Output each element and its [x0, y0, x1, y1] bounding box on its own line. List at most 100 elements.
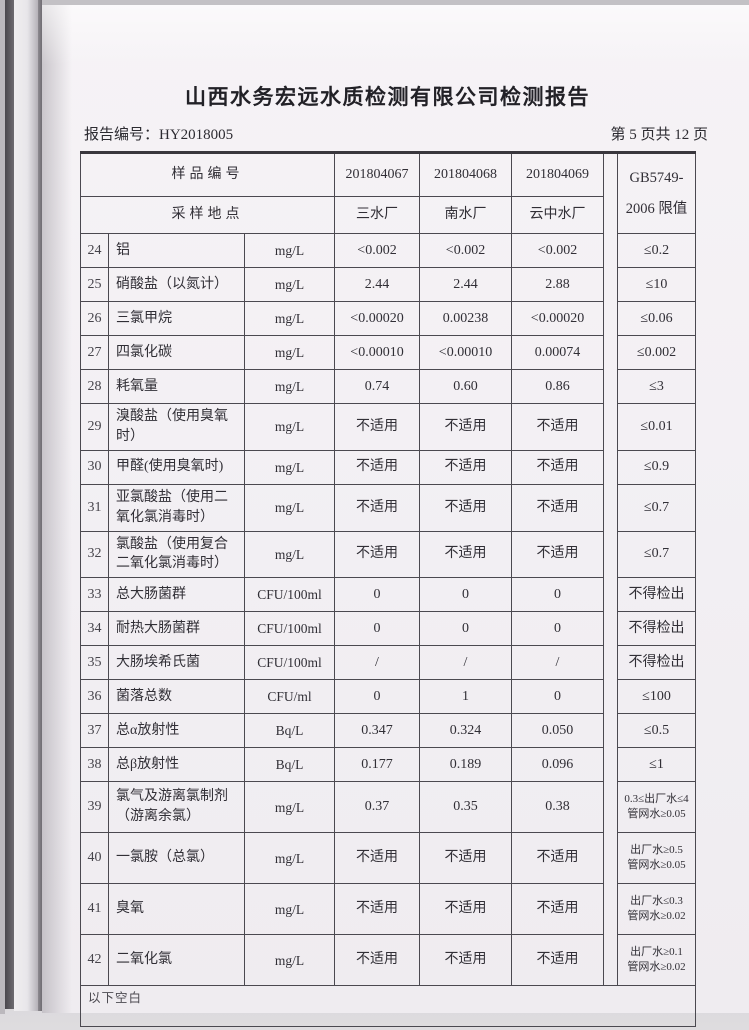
- location-label: 采样地点: [80, 196, 335, 234]
- results-table: 样品编号 201804067 201804068 201804069 GB574…: [80, 151, 696, 1028]
- parameter-name: 一氯胺（总氯）: [108, 832, 245, 885]
- spacer-cell: [604, 302, 618, 336]
- limit-value: ≤10: [617, 267, 696, 302]
- unit: mg/L: [244, 934, 335, 987]
- limit-value: ≤0.06: [617, 301, 696, 336]
- table-row: 37 总α放射性 Bq/L 0.347 0.324 0.050 ≤0.5: [80, 713, 696, 749]
- row-number: 30: [80, 449, 109, 485]
- spacer-cell: [604, 268, 618, 302]
- spacer-cell: [604, 714, 618, 748]
- binding-shadow: [5, 0, 14, 1009]
- value-plant-3: <0.00020: [511, 301, 604, 336]
- value-plant-1: 0: [334, 679, 420, 715]
- parameter-name: 氯酸盐（使用复合二氧化氯消毒时）: [108, 530, 245, 579]
- value-plant-2: 不适用: [419, 403, 512, 451]
- unit: mg/L: [244, 781, 335, 834]
- value-plant-1: 0.177: [334, 747, 420, 783]
- parameter-name: 总大肠菌群: [108, 577, 245, 613]
- value-plant-2: 不适用: [419, 934, 512, 987]
- table-row: 34 耐热大肠菌群 CFU/100ml 0 0 0 不得检出: [80, 611, 696, 647]
- unit: mg/L: [244, 335, 335, 370]
- row-number: 25: [80, 267, 109, 302]
- value-plant-2: 0.189: [419, 747, 512, 783]
- limit-value-line: 出厂水≥0.5: [630, 843, 683, 856]
- page-curl-edge: [14, 0, 38, 1011]
- value-plant-3: 0.050: [511, 713, 604, 749]
- unit: CFU/100ml: [244, 611, 335, 647]
- value-plant-1: <0.00010: [334, 335, 420, 370]
- value-plant-1: 0: [334, 577, 420, 613]
- value-plant-1: 不适用: [334, 832, 420, 885]
- value-plant-2: 1: [419, 679, 512, 715]
- row-number: 40: [80, 832, 109, 885]
- unit: mg/L: [244, 883, 335, 936]
- limit-value: 出厂水≥0.5 管网水≥0.05: [617, 832, 696, 885]
- table-row: 41 臭氧 mg/L 不适用 不适用 不适用 出厂水≤0.3 管网水≥0.02: [80, 883, 696, 936]
- row-number: 27: [80, 335, 109, 370]
- parameter-name: 总α放射性: [108, 713, 245, 749]
- row-number: 31: [80, 483, 109, 532]
- spacer-cell: [604, 450, 618, 484]
- value-plant-1: 不适用: [334, 934, 420, 987]
- spacer-cell: [604, 833, 618, 884]
- value-plant-2: 0.60: [419, 369, 512, 404]
- row-number: 41: [80, 883, 109, 936]
- sample-id-label: 样品编号: [80, 152, 335, 197]
- value-plant-3: 0.00074: [511, 335, 604, 370]
- table-row: 31 亚氯酸盐（使用二氧化氯消毒时） mg/L 不适用 不适用 不适用 ≤0.7: [80, 483, 696, 532]
- value-plant-2: 0.00238: [419, 301, 512, 336]
- spacer-cell: [604, 680, 618, 714]
- limit-column-header: GB5749- 2006 限值: [617, 152, 696, 234]
- value-plant-3: 不适用: [511, 483, 604, 532]
- value-plant-2: <0.00010: [419, 335, 512, 370]
- limit-value: ≤0.9: [617, 449, 696, 485]
- header-row-sample-id: 样品编号 201804067 201804068 201804069 GB574…: [80, 152, 696, 234]
- value-plant-2: 不适用: [419, 530, 512, 579]
- unit: mg/L: [244, 832, 335, 885]
- spacer-cell: [604, 782, 618, 833]
- limit-value: 不得检出: [617, 577, 696, 613]
- table-row: 39 氯气及游离氯制剂（游离余氯） mg/L 0.37 0.35 0.38 0.3≤出厂水≤…: [80, 781, 696, 834]
- value-plant-2: 0.324: [419, 713, 512, 749]
- spacer-cell: [604, 336, 618, 370]
- spacer-cell: [604, 234, 618, 268]
- value-plant-2: 不适用: [419, 449, 512, 485]
- value-plant-1: /: [334, 645, 420, 681]
- spacer-cell: [604, 612, 618, 646]
- limit-value-line: 0.3≤出厂水≤4: [624, 792, 689, 805]
- unit: mg/L: [244, 369, 335, 404]
- limit-value-line: 管网水≥0.05: [627, 808, 686, 821]
- value-plant-3: 不适用: [511, 530, 604, 579]
- row-number: 24: [80, 233, 109, 268]
- unit: mg/L: [244, 483, 335, 532]
- limit-value-line: 管网水≥0.02: [627, 910, 686, 923]
- unit: Bq/L: [244, 713, 335, 749]
- limit-value-line: 管网水≥0.05: [627, 859, 686, 872]
- limit-value: ≤100: [617, 679, 696, 715]
- row-number: 33: [80, 577, 109, 613]
- parameter-name: 菌落总数: [108, 679, 245, 715]
- value-plant-2: 0: [419, 611, 512, 647]
- row-number: 38: [80, 747, 109, 783]
- table-row: 33 总大肠菌群 CFU/100ml 0 0 0 不得检出: [80, 577, 696, 613]
- value-plant-3: 2.88: [511, 267, 604, 302]
- row-number: 37: [80, 713, 109, 749]
- value-plant-1: 不适用: [334, 883, 420, 936]
- value-plant-3: /: [511, 645, 604, 681]
- location-3: 云中水厂: [511, 196, 604, 234]
- unit: CFU/ml: [244, 679, 335, 715]
- parameter-name: 四氯化碳: [108, 335, 245, 370]
- value-plant-3: 不适用: [511, 883, 604, 936]
- value-plant-2: 不适用: [419, 483, 512, 532]
- value-plant-1: <0.002: [334, 233, 420, 268]
- value-plant-1: 不适用: [334, 483, 420, 532]
- limit-value: ≤0.01: [617, 403, 696, 451]
- row-number: 42: [80, 934, 109, 987]
- scan-background-strip: [0, 0, 5, 1014]
- spacer-cell: [604, 646, 618, 680]
- header-row-location: 采样地点 三水厂 南水厂 云中水厂: [80, 196, 696, 234]
- sample-id-3: 201804069: [511, 152, 604, 197]
- limit-header-line2: 2006 限值: [625, 200, 688, 217]
- blank-below-note: 以下空白: [80, 985, 696, 1028]
